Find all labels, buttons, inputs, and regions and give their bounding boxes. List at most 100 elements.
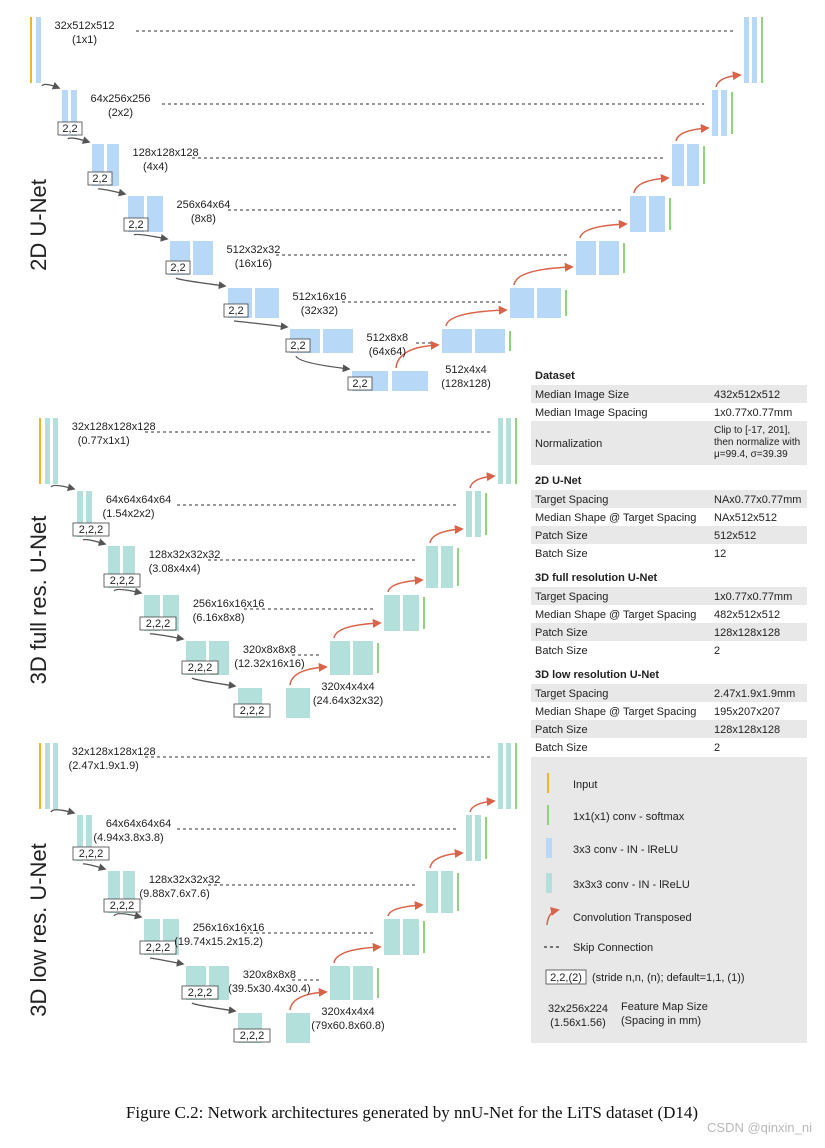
conv-block bbox=[466, 815, 472, 861]
feature-map-size: 32x128x128x128 bbox=[72, 746, 156, 758]
table-row-value: then normalize with bbox=[714, 437, 800, 448]
table-row-label: Target Spacing bbox=[535, 591, 608, 603]
conv-block bbox=[45, 743, 50, 809]
conv-block bbox=[36, 17, 41, 83]
stride-box bbox=[223, 303, 249, 318]
feature-map-size: 128x32x32x32 bbox=[149, 549, 221, 561]
decoder-output-bar bbox=[423, 597, 425, 629]
feature-map-spacing: (1.54x2x2) bbox=[103, 508, 155, 520]
conv-block bbox=[475, 815, 481, 861]
stride-box bbox=[103, 898, 141, 913]
transpose-arrow bbox=[387, 900, 424, 917]
stride-box bbox=[139, 940, 177, 955]
conv-block bbox=[630, 196, 646, 232]
feature-map-spacing: (2x2) bbox=[108, 107, 133, 119]
stride-box bbox=[165, 260, 191, 275]
decoder-output-bar bbox=[731, 92, 733, 134]
table-row-label: Median Shape @ Target Spacing bbox=[535, 609, 696, 621]
legend-stride-text: (stride n,n, (n); default=1,1, (1)) bbox=[592, 972, 745, 984]
table-section-heading: 2D U-Net bbox=[535, 475, 582, 487]
network-1: 3D full res. U-Net 32x128x128x128 (0.77x1x… bbox=[26, 418, 517, 718]
stride-box bbox=[72, 846, 110, 861]
stride-label: 2,2 bbox=[128, 219, 143, 231]
downsample-arrow bbox=[41, 82, 61, 90]
conv-block bbox=[442, 329, 472, 353]
feature-map-size: 64x64x64x64 bbox=[106, 494, 171, 506]
conv-block bbox=[687, 144, 699, 186]
table-row-value: 195x207x207 bbox=[714, 706, 780, 718]
stride-box bbox=[181, 660, 219, 675]
stride-box bbox=[57, 121, 83, 136]
network-0: 2D U-Net 32x512x512 (1x1) 2,2 64x256x256 (2x2… bbox=[26, 17, 763, 391]
table-row-label: Median Image Spacing bbox=[535, 407, 648, 419]
input-swatch bbox=[547, 773, 549, 793]
conv-block bbox=[147, 196, 163, 232]
conv-block bbox=[672, 144, 684, 186]
conv-block bbox=[475, 329, 505, 353]
input-bar bbox=[39, 743, 41, 809]
table-row-label: Target Spacing bbox=[535, 688, 608, 700]
network-title: 3D low res. U-Net bbox=[26, 843, 51, 1017]
stride-box bbox=[103, 573, 141, 588]
stride-box bbox=[285, 338, 311, 353]
table-row-label: Normalization bbox=[535, 438, 602, 450]
conv-block bbox=[384, 919, 400, 955]
conv-block bbox=[475, 491, 481, 537]
stride-label: 2,2,2 bbox=[110, 900, 134, 912]
table-row-value: NAx0.77x0.77mm bbox=[714, 494, 801, 506]
feature-map-size: 320x8x8x8 bbox=[243, 644, 296, 656]
softmax-bar bbox=[761, 17, 763, 83]
table-row-value: μ=99.4, σ=39.39 bbox=[714, 449, 788, 460]
feature-map-size: 256x64x64 bbox=[177, 199, 231, 211]
conv-block bbox=[498, 743, 503, 809]
transpose-arrow bbox=[579, 219, 628, 239]
legend-panel: Input 1x1(x1) conv - softmax 3x3 conv - IN… bbox=[531, 757, 807, 1043]
downsample-arrow bbox=[191, 1002, 237, 1014]
downsample-arrow bbox=[67, 136, 91, 144]
stride-box bbox=[72, 522, 110, 537]
stride-box bbox=[123, 217, 149, 232]
transpose-arrow bbox=[445, 305, 508, 327]
legend-background bbox=[531, 757, 807, 1043]
legend-softmax-label: 1x1(x1) conv - softmax bbox=[573, 811, 685, 823]
feature-map-size: 512x16x16 bbox=[293, 291, 347, 303]
legend-skip-label: Skip Connection bbox=[573, 942, 653, 954]
stride-label: 2,2,2 bbox=[146, 618, 170, 630]
table-row-value: NAx512x512 bbox=[714, 512, 777, 524]
feature-map-size: 128x128x128 bbox=[133, 147, 199, 159]
table-row-value: 2.47x1.9x1.9mm bbox=[714, 688, 795, 700]
table-row-bg bbox=[531, 623, 807, 641]
stride-label: 2,2,2 bbox=[188, 987, 212, 999]
decoder-output-bar bbox=[669, 198, 671, 230]
legend-stride-box bbox=[545, 969, 587, 985]
watermark-text: CSDN @qinxin_ni bbox=[707, 1120, 812, 1135]
stride-label: 2,2 bbox=[170, 262, 185, 274]
decoder-output-bar bbox=[565, 290, 567, 316]
transpose-arrow bbox=[289, 662, 328, 686]
transpose-arrow bbox=[675, 123, 710, 142]
stride-box bbox=[139, 616, 177, 631]
legend-stride-box-label: 2,2,(2) bbox=[550, 972, 582, 984]
stride-label: 2,2 bbox=[290, 340, 305, 352]
feature-map-size: 320x4x4x4 bbox=[321, 681, 374, 693]
table-row-bg bbox=[531, 421, 807, 465]
stride-box bbox=[181, 985, 219, 1000]
transpose-arrow bbox=[333, 942, 382, 964]
transpose-arrow bbox=[289, 987, 328, 1011]
decoder-output-bar bbox=[423, 921, 425, 953]
feature-map-size: 512x8x8 bbox=[367, 332, 409, 344]
feature-map-size: 32x512x512 bbox=[55, 20, 115, 32]
downsample-arrow bbox=[113, 587, 143, 596]
feature-map-spacing: (19.74x15.2x15.2) bbox=[174, 936, 263, 948]
stride-box bbox=[233, 703, 271, 718]
table-row-value: 1x0.77x0.77mm bbox=[714, 591, 792, 603]
conv-block bbox=[599, 241, 619, 275]
table-row-value: 12 bbox=[714, 548, 726, 560]
conv-block bbox=[384, 595, 400, 631]
conv-block bbox=[53, 418, 58, 484]
decoder-output-bar bbox=[377, 968, 379, 998]
conv-block bbox=[441, 871, 453, 913]
table-row-bg bbox=[531, 684, 807, 702]
feature-map-size: 320x8x8x8 bbox=[243, 969, 296, 981]
